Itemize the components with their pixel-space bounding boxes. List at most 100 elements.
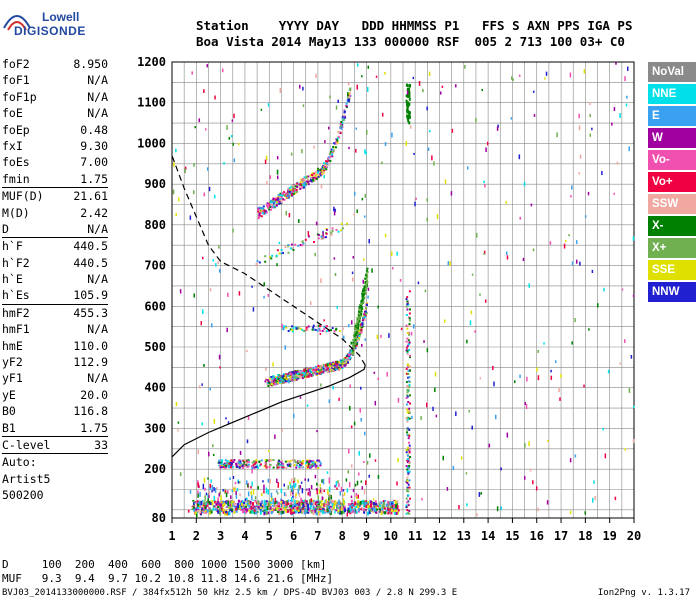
echo-point bbox=[347, 355, 350, 358]
echo-point bbox=[291, 497, 293, 502]
echo-point bbox=[264, 212, 267, 215]
echo-point bbox=[325, 165, 328, 168]
echo-point bbox=[246, 439, 249, 444]
param-row: foF1 N/A bbox=[0, 72, 112, 88]
echo-point bbox=[245, 504, 248, 506]
x-tick-label: 18 bbox=[578, 529, 592, 543]
echo-point bbox=[275, 504, 278, 508]
echo-point bbox=[333, 368, 336, 371]
echo-point bbox=[230, 495, 232, 500]
echo-point bbox=[326, 503, 329, 505]
echo-point bbox=[247, 465, 250, 468]
param-row: fxI 9.30 bbox=[0, 138, 112, 154]
echo-point bbox=[483, 250, 486, 255]
echo-point bbox=[352, 277, 354, 282]
echo-point bbox=[294, 187, 297, 190]
echo-point bbox=[407, 483, 410, 486]
echo-point bbox=[285, 493, 287, 497]
echo-point bbox=[364, 280, 367, 283]
echo-point bbox=[355, 127, 358, 130]
echo-point bbox=[336, 363, 339, 366]
echo-point bbox=[276, 492, 279, 495]
echo-point bbox=[324, 140, 326, 144]
echo-point bbox=[265, 211, 268, 214]
echo-point bbox=[407, 342, 410, 345]
echo-point bbox=[201, 422, 204, 426]
echo-point bbox=[405, 140, 408, 146]
echo-point bbox=[293, 480, 295, 484]
echo-point bbox=[342, 508, 345, 511]
echo-point bbox=[307, 368, 310, 371]
echo-point bbox=[324, 364, 327, 367]
echo-point bbox=[294, 373, 297, 376]
echo-point bbox=[204, 495, 206, 501]
echo-point bbox=[301, 502, 304, 506]
echo-point bbox=[257, 217, 260, 220]
echo-point bbox=[298, 219, 300, 223]
echo-point bbox=[239, 508, 242, 511]
echo-point bbox=[354, 336, 357, 339]
echo-point bbox=[197, 503, 200, 507]
echo-point bbox=[319, 462, 322, 465]
echo-point bbox=[290, 504, 293, 508]
echo-point bbox=[628, 146, 630, 152]
echo-point bbox=[251, 504, 254, 507]
echo-point bbox=[224, 464, 227, 467]
echo-point bbox=[408, 407, 411, 410]
echo-point bbox=[330, 361, 333, 364]
echo-point bbox=[242, 509, 245, 514]
echo-point bbox=[578, 125, 581, 131]
echo-point bbox=[405, 346, 408, 349]
echo-point bbox=[287, 329, 290, 332]
echo-point bbox=[228, 464, 231, 467]
echo-point bbox=[177, 421, 180, 424]
echo-point bbox=[267, 449, 270, 452]
echo-point bbox=[368, 239, 370, 244]
echo-point bbox=[208, 451, 210, 457]
echo-point bbox=[279, 375, 282, 378]
echo-point bbox=[247, 460, 250, 463]
echo-point bbox=[367, 511, 370, 516]
echo-point bbox=[363, 292, 366, 295]
echo-point bbox=[221, 460, 224, 463]
echo-point bbox=[297, 373, 300, 376]
echo-point bbox=[366, 271, 369, 274]
echo-point bbox=[348, 481, 351, 488]
param-row: B1 1.75 bbox=[0, 420, 112, 436]
echo-point bbox=[281, 378, 284, 381]
echo-point bbox=[294, 243, 297, 246]
echo-point bbox=[204, 487, 206, 491]
echo-point bbox=[294, 507, 297, 512]
parameter-panel: foF2 8.950 foF1 N/A foF1p N/A foE N/A foEp 0.48 fx… bbox=[0, 56, 112, 504]
echo-point bbox=[337, 230, 340, 233]
echo-point bbox=[615, 62, 617, 65]
echo-point bbox=[331, 370, 334, 373]
echo-point bbox=[356, 316, 359, 319]
echo-point bbox=[268, 459, 271, 462]
echo-point bbox=[383, 511, 386, 514]
x-tick-label: 2 bbox=[193, 529, 200, 543]
echo-point bbox=[358, 311, 361, 314]
legend-item: X- bbox=[648, 216, 696, 236]
echo-point bbox=[280, 249, 283, 252]
echo-point bbox=[354, 325, 357, 328]
echo-point bbox=[564, 239, 567, 243]
echo-point bbox=[285, 196, 288, 199]
echo-point bbox=[299, 181, 302, 184]
echo-point bbox=[345, 478, 348, 482]
echo-point bbox=[311, 502, 314, 505]
echo-point bbox=[251, 507, 254, 510]
echo-point bbox=[197, 506, 200, 510]
echo-point bbox=[434, 387, 436, 393]
echo-point bbox=[342, 335, 345, 340]
echo-point bbox=[286, 500, 289, 502]
echo-point bbox=[272, 376, 275, 379]
echo-point bbox=[216, 500, 219, 505]
echo-point bbox=[295, 506, 298, 510]
echo-point bbox=[288, 195, 291, 198]
echo-point bbox=[246, 349, 248, 353]
echo-point bbox=[263, 499, 266, 506]
echo-point bbox=[298, 466, 301, 469]
echo-point bbox=[209, 511, 212, 515]
param-label: foEs bbox=[2, 155, 30, 170]
